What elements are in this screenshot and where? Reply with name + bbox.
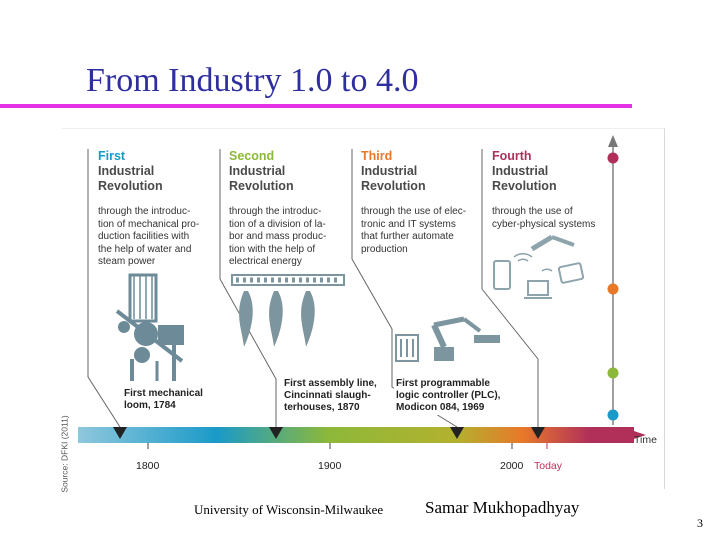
milestone-assembly-line: First assembly line, Cincinnati slaugh- … [282,377,379,415]
revolution-2-label: Industrial Revolution [229,164,294,193]
year-1900: 1900 [318,460,342,472]
loom-illustration [115,273,184,381]
timeline-marker-1 [113,427,127,439]
axis-dot-second [607,367,619,379]
revolution-4: Fourth Industrial Revolution through the … [492,149,617,231]
time-axis-label: Time [634,434,657,446]
title-underline [0,104,632,108]
footer-author: Samar Mukhopadhyay [425,498,580,517]
page-number: 3 [697,516,703,530]
revolution-3-desc: through the use of elec- tronic and IT s… [361,206,467,255]
revolution-1-desc: through the introduc- tion of mechanical… [98,206,200,268]
year-today: Today [534,460,563,472]
cyber-physical-illustration [493,234,585,299]
milestone-plc: First programmable logic controller (PLC… [394,377,503,415]
leader-line-1 [87,149,121,428]
year-2000: 2000 [500,460,524,472]
vertical-axis-arrow [608,135,618,147]
assembly-line-illustration [231,274,345,347]
footer-university: University of Wisconsin-Milwaukee [194,502,384,517]
revolution-1-name: First [98,149,126,163]
year-1800: 1800 [136,460,160,472]
revolution-2-name: Second [229,149,275,163]
plc-robot-illustration [395,316,500,362]
industry-revolutions-figure: First Industrial Revolution through the i… [59,128,665,493]
axis-dot-third [607,283,619,295]
timeline-arrow [634,431,646,439]
timeline-marker-3 [450,427,464,439]
revolution-4-desc: through the use of cyber-physical system… [492,206,596,230]
revolution-2: Second Industrial Revolution through the … [229,149,354,269]
revolution-3-label: Industrial Revolution [361,164,426,193]
revolution-4-label: Industrial Revolution [492,164,557,193]
timeline-band [78,427,634,443]
revolution-3: Third Industrial Revolution through the u… [361,149,486,256]
slide-title: From Industry 1.0 to 4.0 [86,62,419,99]
figure-source: Source: DFKI (2011) [59,415,70,493]
revolution-1-label: Industrial Revolution [98,164,163,193]
revolution-2-desc: through the introduc- tion of a division… [229,206,327,268]
revolution-3-name: Third [361,149,393,163]
revolution-1: First Industrial Revolution through the i… [98,149,223,269]
timeline-marker-2 [269,427,283,439]
figure-graphics [78,135,646,449]
timeline-marker-4 [531,427,545,439]
leader-line-4 [481,149,539,427]
milestone-loom: First mechanical loom, 1784 [122,387,205,413]
axis-dot-first [607,409,619,421]
revolution-4-name: Fourth [492,149,532,163]
axis-dot-fourth [607,152,619,164]
